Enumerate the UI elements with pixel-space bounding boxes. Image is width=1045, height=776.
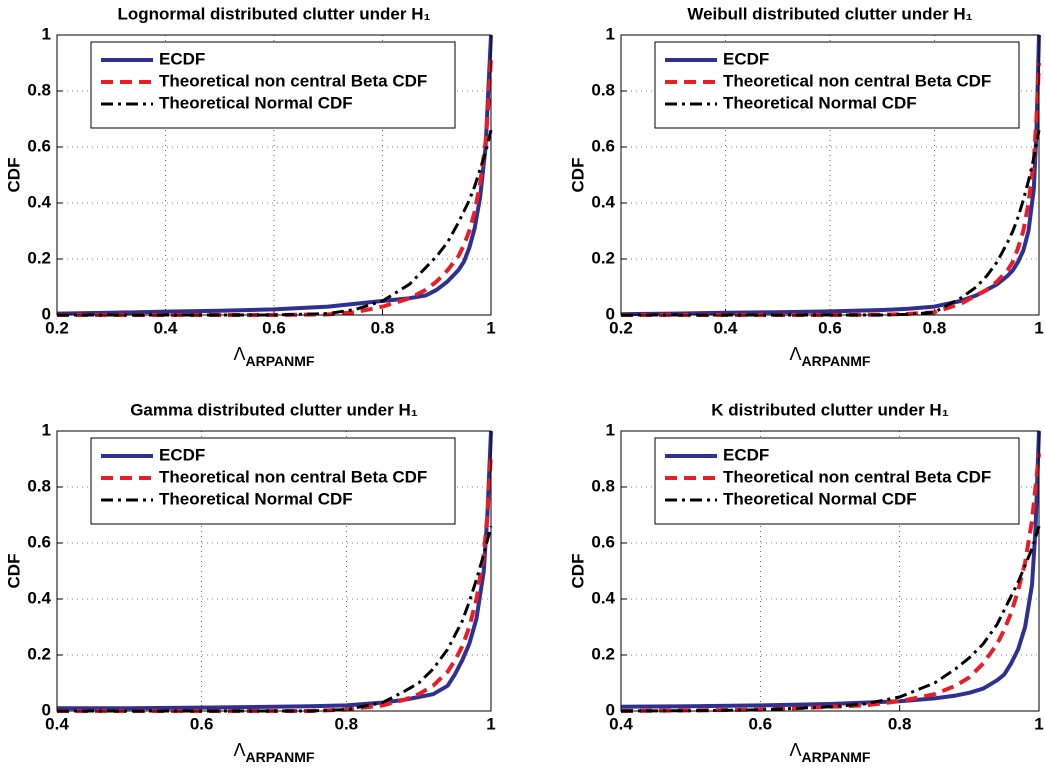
y-tick-label: 0.6 [27, 136, 51, 155]
y-axis-label: CDF [568, 158, 587, 193]
x-tick-label: 0.4 [609, 714, 633, 733]
x-axis-label: ΛARPANMF [234, 740, 315, 765]
y-tick-label: 0.4 [27, 588, 51, 607]
legend-label: Theoretical non central Beta CDF [159, 467, 427, 486]
y-tick-label: 0.6 [27, 532, 51, 551]
legend-label: ECDF [159, 49, 205, 68]
x-axis-label-symbol: Λ [790, 344, 802, 364]
y-tick-label: 0.2 [591, 248, 615, 267]
series-line [57, 430, 493, 711]
y-tick-label: 0 [42, 700, 51, 719]
x-tick-label: 0.2 [609, 318, 633, 337]
legend-label: Theoretical Normal CDF [159, 93, 353, 112]
series-line [620, 430, 1041, 709]
legend-box [654, 41, 1020, 129]
y-tick-label: 0.8 [27, 476, 51, 495]
y-tick-label: 0.8 [27, 80, 51, 99]
series-line [621, 129, 1041, 317]
x-tick-label: 0.4 [154, 318, 178, 337]
y-tick-label: 0.8 [591, 80, 615, 99]
y-tick-label: 0.6 [591, 532, 615, 551]
x-axis-label-subscript: ARPANMF [246, 749, 315, 765]
x-tick-label: 0.6 [190, 714, 214, 733]
legend-box [654, 437, 1020, 525]
legend-label: Theoretical non central Beta CDF [723, 71, 991, 90]
y-axis-label: CDF [4, 554, 23, 589]
x-tick-label: 0.6 [749, 714, 773, 733]
axes-frame [620, 34, 1040, 316]
x-axis-label-subscript: ARPANMF [246, 353, 315, 369]
y-tick-label: 0.2 [591, 644, 615, 663]
legend-label: ECDF [723, 49, 769, 68]
x-axis-label: ΛARPANMF [790, 344, 871, 369]
series-line [56, 34, 493, 316]
x-axis-label: ΛARPANMF [790, 740, 871, 765]
x-tick-label: 0.8 [335, 714, 359, 733]
series-line [57, 453, 493, 713]
legend-label: Theoretical non central Beta CDF [159, 71, 427, 90]
series-line [620, 453, 1041, 713]
legend-label: ECDF [159, 445, 205, 464]
x-tick-label: 0.2 [45, 318, 69, 337]
y-tick-label: 0.2 [27, 248, 51, 267]
x-axis-label-symbol: Λ [234, 740, 246, 760]
y-tick-label: 0.4 [27, 192, 51, 211]
legend-box [90, 41, 456, 129]
x-tick-label: 0.4 [714, 318, 738, 337]
x-tick-label: 1 [486, 714, 495, 733]
axes-frame [620, 430, 1040, 712]
x-axis-label-subscript: ARPANMF [802, 353, 871, 369]
legend-label: Theoretical non central Beta CDF [723, 467, 991, 486]
chart-title: Lognormal distributed clutter under H₁ [117, 4, 430, 23]
legend-label: Theoretical Normal CDF [723, 93, 917, 112]
legend-label: Theoretical Normal CDF [723, 489, 917, 508]
y-tick-label: 1 [42, 24, 51, 43]
y-tick-label: 1 [606, 420, 615, 439]
chart-title: Weibull distributed clutter under H₁ [687, 4, 972, 23]
legend-label: Theoretical Normal CDF [159, 489, 353, 508]
y-tick-label: 0.4 [591, 588, 615, 607]
y-tick-label: 0.6 [591, 136, 615, 155]
series-line [621, 62, 1041, 317]
x-axis-label-symbol: Λ [790, 740, 802, 760]
chart-title: K distributed clutter under H₁ [711, 400, 949, 419]
y-tick-label: 0 [42, 304, 51, 323]
y-tick-label: 0.2 [27, 644, 51, 663]
x-tick-label: 0.8 [888, 714, 912, 733]
y-tick-label: 0.8 [591, 476, 615, 495]
y-tick-label: 1 [42, 420, 51, 439]
subplot: 0 0.2 0.4 0.6 0.8 1 0.4 0.6 0.8 1 K distributed cl… [568, 400, 1043, 764]
x-tick-label: 0.8 [371, 318, 395, 337]
legend-box [90, 437, 456, 525]
x-tick-label: 0.6 [818, 318, 842, 337]
y-tick-label: 0 [606, 304, 615, 323]
chart-title: Gamma distributed clutter under H₁ [130, 400, 418, 419]
series-line [620, 525, 1041, 713]
x-axis-label: ΛARPANMF [234, 344, 315, 369]
y-axis-label: CDF [4, 158, 23, 193]
subplot: 0 0.2 0.4 0.6 0.8 1 0.4 0.6 0.8 1 Gamma distribute… [4, 400, 495, 764]
x-tick-label: 0.6 [262, 318, 286, 337]
y-tick-label: 0 [606, 700, 615, 719]
y-axis-label: CDF [568, 554, 587, 589]
y-tick-label: 1 [606, 24, 615, 43]
y-tick-label: 0.4 [591, 192, 615, 211]
axes-frame [56, 430, 492, 712]
x-tick-label: 0.8 [923, 318, 947, 337]
axes-frame [56, 34, 492, 316]
x-axis-label-subscript: ARPANMF [802, 749, 871, 765]
x-tick-label: 1 [1034, 318, 1043, 337]
x-axis-label-symbol: Λ [234, 344, 246, 364]
legend-label: ECDF [723, 445, 769, 464]
x-tick-label: 0.4 [45, 714, 69, 733]
series-line [57, 129, 493, 317]
x-tick-label: 1 [1034, 714, 1043, 733]
x-tick-label: 1 [486, 318, 495, 337]
